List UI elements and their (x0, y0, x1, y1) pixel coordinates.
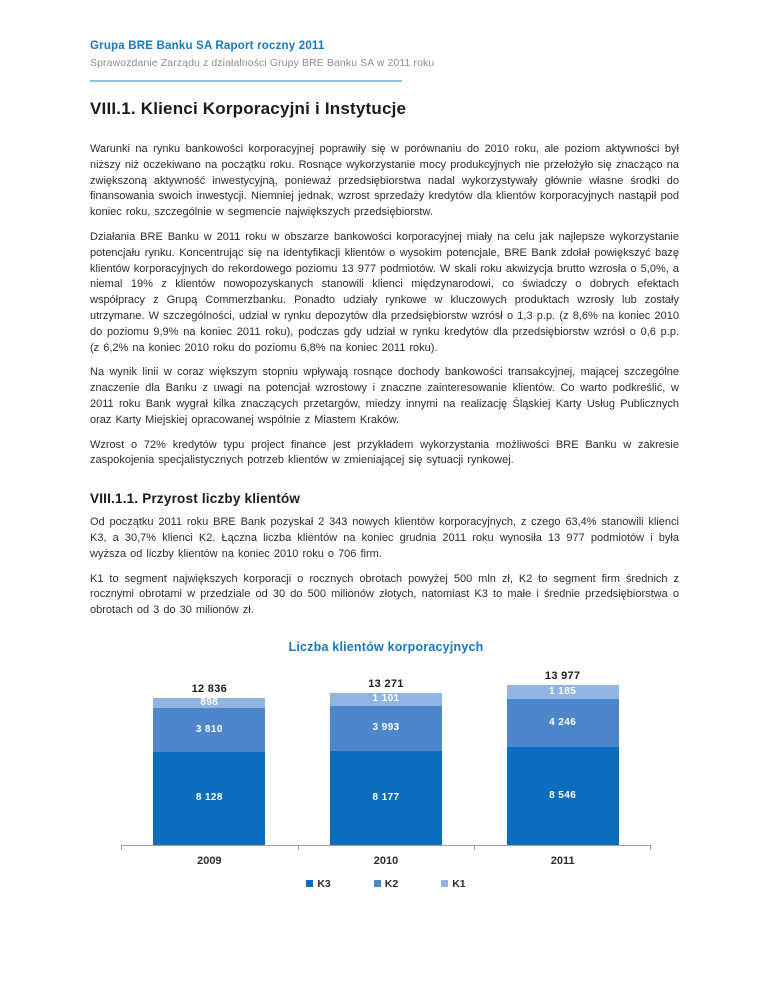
chart-legend: K3 K2 K1 (121, 878, 651, 890)
segment-k3-2010: 8 177 (329, 751, 442, 845)
segment-k1-2010: 1 101 (329, 693, 442, 706)
segment-k2-2010: 3 993 (329, 705, 442, 752)
paragraph-bre-activities: Działania BRE Banku w 2011 roku w obszar… (90, 230, 679, 354)
segment-k3-2009: 8 128 (153, 751, 266, 845)
legend-swatch-icon-k1 (441, 880, 449, 888)
legend-swatch-icon-k2 (373, 880, 381, 888)
x-axis-label-2010: 2010 (373, 854, 399, 867)
bar-group-2010: 13 271 1 101 3 993 8 177 (298, 670, 475, 845)
legend-label-k2: K2 (384, 877, 399, 890)
axis-tick (121, 845, 122, 850)
stacked-bar-2009: 898 3 810 8 128 (153, 698, 266, 845)
segment-k1-2009: 898 (153, 698, 266, 709)
bar-group-2009: 12 836 898 3 810 8 128 (121, 670, 298, 845)
report-subtitle: Sprawozdanie Zarządu z działalności Grup… (90, 57, 435, 69)
x-axis (121, 845, 651, 850)
legend-label-k3: K3 (317, 877, 331, 890)
x-axis-labels: 2009 2010 2011 (121, 850, 651, 867)
segment-k2-2011: 4 246 (506, 698, 619, 748)
bar-total-label-2011: 13 977 (544, 669, 581, 682)
page-header: Grupa BRE Banku SA Raport roczny 2011 Sp… (90, 40, 679, 82)
paragraph-transactional-banking: Na wynik linii w coraz większym stopniu … (90, 366, 679, 426)
subsection-title: VIII.1.1. Przyrost liczby klientów (90, 491, 301, 507)
axis-tick (650, 845, 651, 850)
clients-chart-section: Liczba klientów korporacyjnych 12 836 898… (90, 640, 679, 890)
legend-item-k2: K2 (373, 877, 399, 890)
paragraph-segment-definitions: K1 to segment największych korporacji o … (90, 572, 679, 617)
paragraph-market-conditions: Warunki na rynku bankowości korporacyjne… (90, 143, 679, 219)
segment-k2-2009: 3 810 (153, 708, 266, 752)
x-axis-label-2009: 2009 (197, 854, 222, 867)
stacked-bar-2010: 1 101 3 993 8 177 (329, 693, 442, 845)
chart-title: Liczba klientów korporacyjnych (288, 639, 484, 654)
axis-tick (474, 845, 476, 850)
legend-swatch-icon-k3 (306, 880, 314, 888)
report-title: Grupa BRE Banku SA Raport roczny 2011 (90, 40, 325, 52)
paragraph-project-finance: Wzrost o 72% kredytów typu project finan… (90, 438, 679, 467)
segment-k3-2011: 8 546 (506, 747, 619, 845)
header-divider (90, 80, 402, 82)
clients-chart: Liczba klientów korporacyjnych 12 836 898… (121, 640, 651, 890)
chart-plot-area: 12 836 898 3 810 8 128 13 271 1 101 3 993 8 177… (121, 670, 651, 846)
segment-k1-2011: 1 185 (506, 684, 619, 699)
bar-total-label-2009: 12 836 (191, 683, 228, 696)
paragraph-client-growth: Od początku 2011 roku BRE Bank pozyskał … (90, 516, 679, 560)
bar-group-2011: 13 977 1 185 4 246 8 546 (474, 670, 651, 845)
legend-item-k3: K3 (306, 877, 331, 890)
section-title: VIII.1. Klienci Korporacyjni i Instytucj… (90, 99, 407, 118)
stacked-bar-2011: 1 185 4 246 8 546 (506, 684, 619, 845)
bar-total-label-2010: 13 271 (368, 678, 404, 691)
axis-tick (297, 845, 299, 850)
legend-label-k1: K1 (452, 877, 466, 890)
x-axis-label-2011: 2011 (550, 854, 575, 867)
legend-item-k1: K1 (441, 877, 466, 890)
